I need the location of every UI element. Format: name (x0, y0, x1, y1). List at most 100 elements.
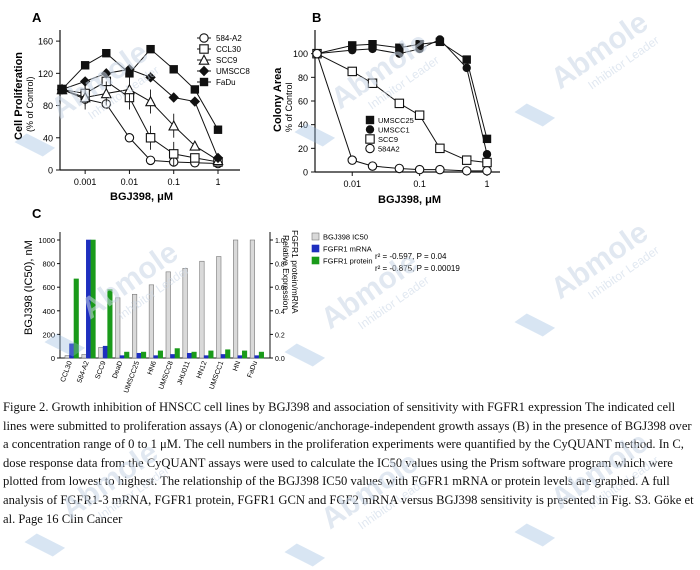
panel-a-data-point (101, 68, 112, 79)
panel-b-data-point (367, 78, 378, 89)
panel-c-bar (132, 293, 138, 359)
panel-label-b: B (312, 10, 321, 25)
panel-c-ytick-right-label: 1.0 (275, 238, 285, 245)
panel-b-xtick-label: 1 (484, 179, 489, 189)
panel-a-legend-marker (199, 77, 209, 87)
panel-c-legend-swatch (311, 256, 320, 265)
panel-c-bar (220, 354, 226, 359)
panel-b-legend-marker (365, 134, 375, 144)
panel-a-xtick-label: 0.01 (121, 177, 139, 187)
panel-c-bar (115, 297, 121, 359)
panel-a-ytick-label: 160 (38, 37, 53, 47)
panel-a-data-point (57, 85, 67, 94)
panel-label-a: A (32, 10, 42, 25)
watermark-shape (24, 533, 66, 557)
panel-a-legend-marker (199, 44, 209, 54)
panel-b-data-point (348, 41, 357, 50)
panel-b-data-point (414, 164, 425, 175)
panel-a-xtick-label: 0.001 (74, 177, 97, 187)
panel-c-ytick-label: 400 (42, 307, 55, 316)
panel-c-ytick-right-label: 0.8 (275, 262, 285, 269)
panel-a-xtick-label: 1 (215, 177, 220, 187)
panel-a-data-point (145, 155, 156, 166)
panel-a-data-point (213, 125, 223, 134)
panel-c-bar (148, 284, 154, 359)
panel-c-ytick-label: 800 (42, 260, 55, 269)
panel-c-annotation-1: r² = -0.597, P = 0.04 (375, 252, 447, 261)
panel-a-ylabel-sub: (% of Control) (25, 76, 35, 132)
panel-c-category-label: DeaD (112, 360, 125, 379)
panel-c-legend-label: FGFR1 mRNA (323, 245, 372, 254)
panel-a-legend-label: CCL30 (216, 45, 241, 54)
panel-a-data-point (212, 152, 224, 164)
panel-a-legend-marker (199, 33, 209, 43)
panel-c-bar (153, 355, 159, 359)
panel-c-bar (98, 347, 104, 359)
panel-a-ytick-label: 40 (43, 133, 53, 143)
panel-c-bar (249, 239, 255, 359)
panel-c-bar (254, 355, 260, 359)
panel-c-ytick-right-label: 0.4 (275, 309, 285, 316)
panel-c-bar (64, 355, 70, 359)
panel-c-category-label: UMSCC25 (123, 360, 141, 394)
panel-b-data-point (347, 66, 357, 77)
panel-c-bar (199, 260, 205, 359)
panel-a-legend-label: SCC9 (216, 56, 238, 65)
panel-b-ytick-label: 100 (293, 49, 308, 59)
panel-b-data-point (482, 166, 492, 176)
panel-b-data-point (367, 161, 378, 171)
panel-b-ylabel-sub: % of Control (284, 82, 294, 132)
panel-c-ytick-right-label: 0.0 (275, 356, 285, 363)
panel-c-bar (141, 351, 147, 359)
panel-a-data-point (79, 91, 91, 103)
panel-a-legend-label: FaDu (216, 78, 236, 87)
panel-a-legend-marker (198, 54, 210, 65)
panel-c-category-label: UMSCC1 (209, 360, 226, 390)
figure: A B C 0 40 80 120 160 0.001 0.01 0.1 1 Cell Pro… (13, 10, 500, 394)
panel-c-bar (182, 268, 188, 359)
panel-b-data-point (482, 157, 492, 168)
panel-c-bar (157, 350, 163, 359)
panel-b-data-point (461, 166, 472, 176)
panel-c-category-label: JHU011 (177, 360, 192, 386)
panel-c-ytick-label: 200 (42, 330, 55, 339)
panel-a-legend: 584-A2 CCL30 SCC9 UMSCC8 FaDu (197, 33, 250, 87)
panel-b-chart: 0 20 40 60 80 100 0.01 0.1 1 Colony Area % of C… (272, 30, 500, 206)
panel-a-data-point (189, 139, 201, 151)
panel-b-data-point (482, 134, 492, 144)
panel-a-ytick-label: 80 (43, 101, 53, 111)
panel-a-legend-label: 584-A2 (216, 34, 242, 43)
panel-c-category-label: 584-A2 (76, 360, 90, 384)
panel-b-data-point (415, 44, 424, 54)
panel-b-data-point (394, 163, 405, 174)
panel-c-ytick-right-label: 0.2 (275, 332, 285, 339)
panel-a-data-point (169, 65, 178, 74)
panel-b-ytick-label: 80 (298, 73, 308, 83)
panel-c-ytick-label: 0 (51, 354, 55, 363)
panel-c-bar (102, 345, 108, 359)
panel-c-legend-swatch (311, 244, 320, 253)
panel-a-data-point (168, 92, 179, 103)
panel-a-xlabel: BGJ398, μM (110, 191, 173, 203)
panel-a-data-point (80, 61, 90, 70)
panel-b-legend-label: UMSCC1 (378, 126, 410, 135)
panel-c-category-label: SCC9 (95, 360, 108, 380)
panel-c-category-label: CCL30 (60, 360, 74, 383)
panel-a-series-line (61, 88, 219, 161)
panel-a-legend-marker (198, 65, 210, 77)
panel-b-ytick-label: 20 (298, 144, 308, 154)
panel-b-series-line (316, 53, 487, 172)
panel-c-bar (242, 350, 248, 359)
panel-a-data-point (190, 153, 200, 163)
panel-c-legend-swatch (311, 232, 320, 241)
panel-b-ylabel: Colony Area (272, 67, 284, 132)
panel-a-ytick-label: 120 (38, 69, 53, 79)
panel-b-legend-label: UMSCC25 (378, 116, 414, 125)
panel-c-legend: BGJ398 IC50 FGFR1 mRNA FGFR1 protein (311, 232, 373, 266)
panel-b-data-point (435, 143, 445, 154)
panel-b-legend-label: 584A2 (378, 145, 400, 154)
panel-a-data-point (102, 48, 111, 58)
panel-a-ytick-label: 0 (48, 166, 53, 176)
